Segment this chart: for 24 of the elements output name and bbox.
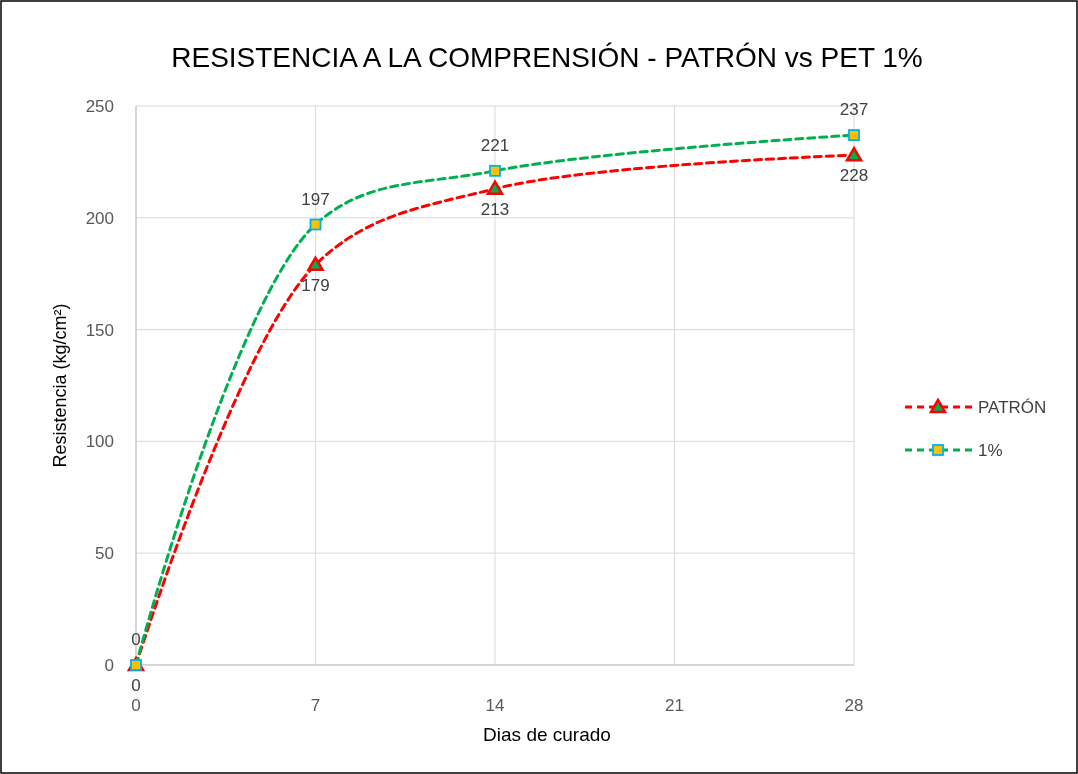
data-label: 179 [301,275,330,295]
x-tick-label: 14 [485,696,505,715]
y-tick-label: 200 [85,208,114,228]
x-tick-label: 0 [131,696,141,715]
legend-label: PATRÓN [978,397,1047,417]
y-tick-label: 250 [85,96,114,116]
y-tick-label: 50 [95,544,114,564]
data-label: 237 [839,100,869,120]
x-tick-label: 7 [310,696,321,715]
data-label: 213 [480,199,510,219]
data-label: 0 [131,676,141,695]
data-label: 0 [131,630,141,649]
legend-label: 1% [978,440,1003,460]
y-tick-label: 150 [85,320,114,340]
y-tick-label: 0 [104,655,114,675]
y-tick-label: 100 [85,432,114,452]
data-label: 197 [301,189,330,209]
x-axis-title: Dias de curado [483,724,611,745]
y-axis-title: Resistencia (kg/cm²) [50,303,70,468]
x-tick-label: 21 [665,696,684,715]
data-label: 228 [839,166,869,186]
data-label: 221 [480,135,510,155]
x-tick-label: 28 [844,696,864,715]
chart-title: RESISTENCIA A LA COMPRENSIÓN - PATRÓN vs PET 1% [171,42,923,73]
